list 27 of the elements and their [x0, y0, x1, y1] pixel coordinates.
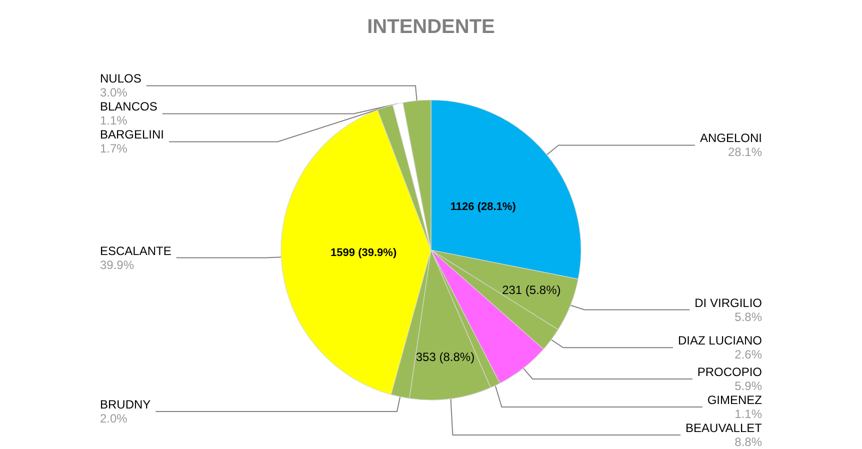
- data-label: 3.0%: [100, 86, 128, 100]
- data-label: 1.1%: [734, 407, 762, 421]
- data-label: 2.6%: [734, 348, 762, 362]
- slice-label: DI VIRGILIO: [694, 296, 762, 310]
- data-label: 1.1%: [100, 114, 128, 128]
- data-label: 1.7%: [100, 142, 128, 156]
- text: 231 (5.8%): [502, 282, 561, 297]
- chart-title: INTENDENTE: [367, 16, 495, 38]
- text: 1599 (39.9%): [330, 247, 397, 260]
- text: 353 (8.8%): [416, 350, 475, 364]
- slice-label: GIMENEZ: [707, 393, 762, 407]
- slice-label: DIAZ LUCIANO: [678, 334, 762, 348]
- data-label: 5.8%: [734, 310, 762, 324]
- slice-label: ANGELONI: [700, 131, 762, 146]
- data-label: 28.1%: [728, 145, 762, 160]
- data-label: 8.8%: [734, 435, 762, 449]
- data-label: 5.9%: [734, 379, 762, 393]
- slice-label: BLANCOS: [100, 100, 158, 114]
- slice-label: BARGELINI: [100, 128, 164, 142]
- slice-label: PROCOPIO: [697, 365, 762, 379]
- slice-label: BEAUVALLET: [686, 421, 763, 435]
- slice-label: NULOS: [100, 72, 142, 86]
- slice-label: ESCALANTE: [100, 244, 172, 258]
- text: 1126 (28.1%): [450, 201, 516, 214]
- data-label: 39.9%: [100, 258, 134, 272]
- slice-label: BRUDNY: [100, 397, 151, 412]
- data-label: 2.0%: [100, 411, 128, 426]
